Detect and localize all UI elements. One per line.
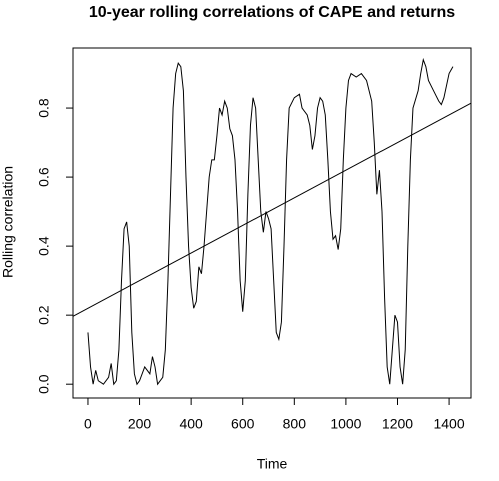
y-tick-label: 0.4: [36, 236, 52, 256]
trend-line: [73, 102, 471, 317]
x-tick-label: 800: [283, 416, 307, 432]
plot-box: [72, 47, 472, 399]
y-axis-label: Rolling correlation: [0, 166, 16, 278]
x-tick-label: 0: [84, 416, 92, 432]
y-tick-label: 0.8: [36, 98, 52, 118]
y-tick-label: 0.6: [36, 167, 52, 187]
y-tick-label: 0.2: [36, 305, 52, 325]
x-tick-label: 400: [179, 416, 203, 432]
x-tick-label: 200: [128, 416, 152, 432]
x-tick-label: 1000: [330, 416, 361, 432]
x-axis-label: Time: [257, 456, 288, 472]
chart-title: 10-year rolling correlations of CAPE and…: [89, 4, 455, 21]
data-line: [87, 57, 454, 386]
x-tick-label: 1400: [433, 416, 464, 432]
x-tick-label: 1200: [382, 416, 413, 432]
y-tick-label: 0.0: [36, 374, 52, 394]
x-tick-label: 600: [231, 416, 255, 432]
